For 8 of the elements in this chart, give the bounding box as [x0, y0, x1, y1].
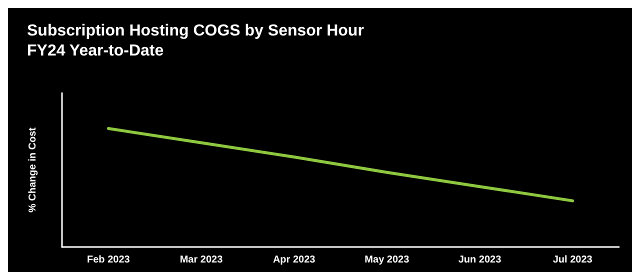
- x-tick-label: Mar 2023: [180, 254, 224, 266]
- x-tick-label: Apr 2023: [272, 254, 316, 266]
- x-tick-label: Jul 2023: [552, 254, 593, 266]
- chart-title: Subscription Hosting COGS by Sensor Hour FY24 Year-to-Date: [27, 22, 364, 60]
- y-axis-title: % Change in Cost: [28, 126, 38, 213]
- x-tick-label: May 2023: [364, 254, 410, 266]
- x-tick-label: Feb 2023: [87, 254, 130, 266]
- x-tick-label: Jun 2023: [458, 254, 502, 266]
